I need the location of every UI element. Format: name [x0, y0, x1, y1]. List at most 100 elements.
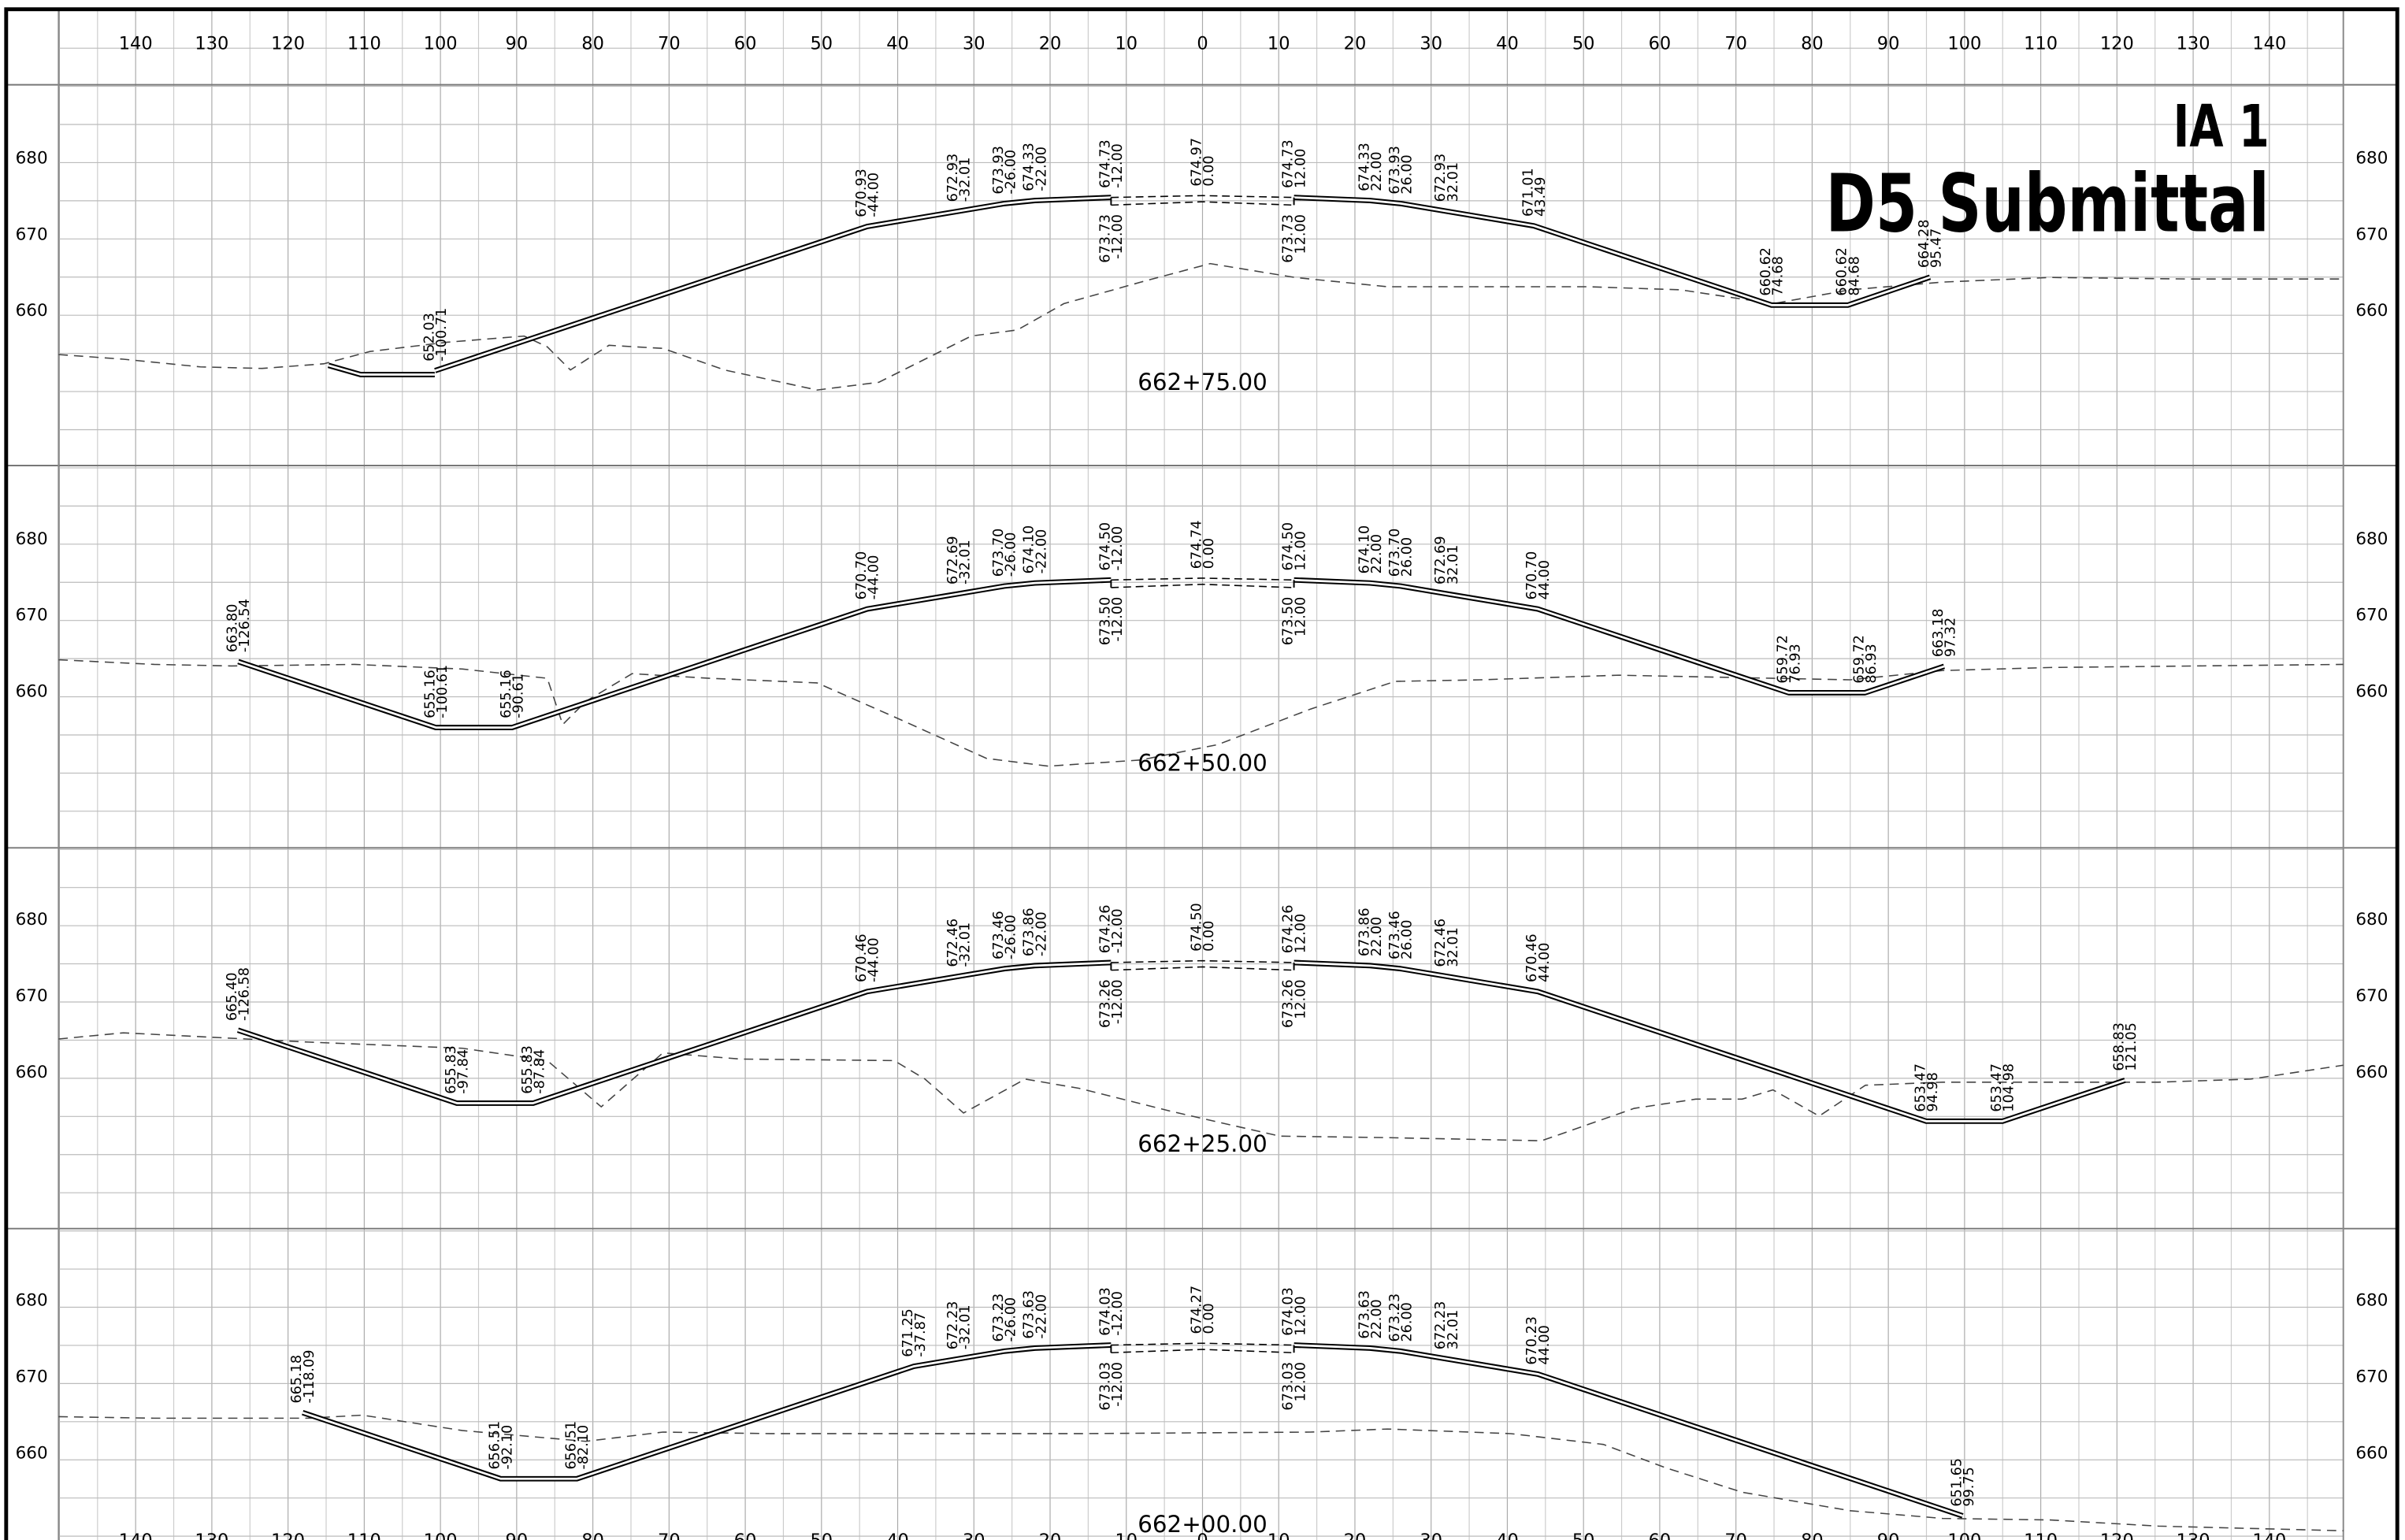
design-line	[237, 961, 1112, 1104]
offset-label: 110	[347, 34, 381, 54]
elevation-annotation: 674.03	[1097, 1287, 1113, 1336]
offset-label: 10	[1267, 34, 1290, 54]
axes: 1401401301301201201101101001009090808070…	[16, 34, 2388, 1540]
elevation-annotation: 674.03	[1281, 1287, 1297, 1336]
offset-label: 60	[1649, 34, 1672, 54]
offset-annotation: -26.00	[1004, 1297, 1019, 1342]
elevation-annotation: 655.16	[499, 670, 514, 718]
offset-label: 30	[1420, 34, 1442, 54]
offset-annotation: 104.98	[2002, 1063, 2017, 1112]
elevation-label: 670	[2355, 606, 2388, 625]
offset-annotation: -32.01	[958, 922, 974, 967]
offset-annotation: -82.10	[576, 1425, 592, 1470]
design-line	[1293, 1344, 1963, 1517]
offset-annotation: -100.71	[434, 308, 450, 362]
offset-annotation: -26.00	[1004, 150, 1019, 195]
offset-annotation: 12.00	[1293, 531, 1308, 570]
elevation-annotation: 673.63	[1357, 1290, 1372, 1339]
offset-annotation: -118.09	[302, 1350, 317, 1404]
elevation-label: 660	[16, 1443, 48, 1463]
offset-annotation: 12.00	[1293, 914, 1308, 953]
design-line	[434, 196, 1112, 372]
offset-label: 140	[119, 1531, 153, 1540]
elevation-annotation: 673.93	[991, 146, 1007, 195]
offset-annotation: -22.00	[1034, 1294, 1049, 1339]
elevation-label: 680	[2355, 529, 2388, 549]
offset-label: 120	[2100, 34, 2134, 54]
pavement-line	[1111, 195, 1294, 199]
station-label: 662+25.00	[1138, 1130, 1267, 1157]
offset-label: 30	[963, 1531, 985, 1540]
offset-label: 110	[2024, 34, 2058, 54]
offset-annotation: -32.01	[958, 1304, 974, 1349]
offset-annotation: 95.47	[1929, 228, 1945, 268]
offset-label: 90	[1877, 1531, 1900, 1540]
offset-annotation: 12.00	[1293, 1296, 1308, 1335]
elevation-label: 670	[2355, 225, 2388, 244]
elevation-annotation: 659.72	[1776, 635, 1791, 684]
elevation-annotation: 656.51	[563, 1421, 579, 1470]
offset-label: 10	[1267, 1531, 1290, 1540]
offset-annotation: -22.00	[1034, 529, 1049, 574]
elevation-annotation: 658.83	[2112, 1022, 2128, 1071]
elevation-annotation: 671.01	[1520, 168, 1536, 217]
elevation-annotation: 674.50	[1281, 522, 1297, 571]
elevation-label: 680	[16, 910, 48, 930]
offset-annotation: -22.00	[1034, 911, 1049, 956]
elevation-annotation: 674.73	[1281, 139, 1297, 188]
offset-annotation: 99.75	[1961, 1467, 1977, 1506]
offset-label: 20	[1344, 34, 1367, 54]
ground-line	[58, 659, 2344, 767]
elevation-label: 660	[16, 301, 48, 321]
offset-annotation: 22.00	[1369, 151, 1385, 191]
pavement-line	[1111, 577, 1294, 581]
offset-annotation: 86.93	[1864, 644, 1880, 683]
elevation-annotation: 673.03	[1097, 1362, 1113, 1411]
offset-annotation: 76.93	[1787, 644, 1803, 683]
elevation-label: 670	[16, 606, 48, 625]
offset-label: 20	[1039, 1531, 1062, 1540]
elevation-annotation: 674.26	[1281, 905, 1297, 954]
elevation-annotation: 673.73	[1097, 214, 1113, 263]
offset-annotation: -87.84	[532, 1049, 547, 1094]
frame	[4, 7, 2399, 1540]
offset-annotation: 0.00	[1201, 1303, 1217, 1334]
offset-annotation: -32.01	[958, 158, 974, 202]
design-line	[1293, 961, 2125, 1123]
elevation-label: 670	[16, 1367, 48, 1386]
elevation-annotation: 674.33	[1022, 143, 1037, 191]
offset-annotation: 84.68	[1846, 256, 1862, 295]
elevation-annotation: 673.70	[1387, 529, 1403, 577]
offset-label: 30	[963, 34, 985, 54]
offset-label: 60	[734, 34, 757, 54]
elevation-annotation: 673.50	[1097, 597, 1113, 646]
offset-label: 0	[1197, 1531, 1208, 1540]
offset-annotation: 12.00	[1293, 148, 1308, 187]
offset-annotation: 32.01	[1446, 162, 1461, 202]
elevation-annotation: 674.97	[1190, 138, 1205, 187]
elevation-annotation: 674.10	[1022, 525, 1037, 574]
offset-label: 80	[581, 34, 604, 54]
offset-annotation: 22.00	[1369, 917, 1385, 956]
pavement-line	[1111, 1349, 1294, 1354]
sheet-id: IA 1	[2173, 92, 2270, 161]
elevation-label: 670	[2355, 986, 2388, 1006]
pavement-line	[1111, 201, 1294, 206]
elevation-label: 680	[16, 529, 48, 549]
elevation-annotation: 674.50	[1097, 522, 1113, 571]
offset-annotation: 74.68	[1771, 256, 1787, 295]
elevation-annotation: 670.46	[854, 933, 870, 982]
elevation-annotation: 660.62	[1835, 247, 1850, 296]
elevation-annotation: 672.69	[945, 536, 961, 584]
sheet-title: D5 Submittal	[1826, 158, 2270, 251]
offset-annotation: 26.00	[1400, 537, 1416, 577]
elevation-annotation: 674.73	[1097, 139, 1113, 188]
offset-label: 80	[1801, 34, 1824, 54]
elevation-label: 680	[16, 1291, 48, 1311]
offset-label: 70	[658, 34, 681, 54]
offset-label: 100	[1947, 1531, 1981, 1540]
elevation-annotation: 673.46	[1387, 911, 1403, 959]
offset-annotation: -12.00	[1110, 526, 1126, 571]
elevation-annotation: 671.25	[900, 1308, 916, 1357]
